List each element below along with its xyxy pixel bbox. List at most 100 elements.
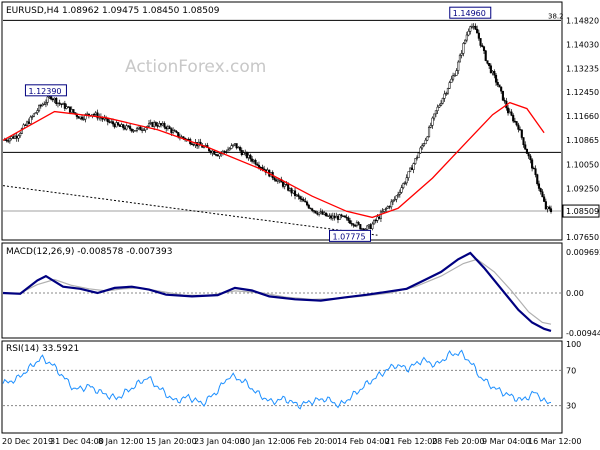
candle [541, 191, 544, 198]
candle [414, 158, 417, 164]
candle [309, 207, 312, 210]
candle [374, 219, 377, 222]
candle [522, 137, 525, 145]
candle [161, 123, 164, 126]
candle [469, 26, 472, 32]
candle [244, 152, 247, 154]
candle [297, 194, 300, 197]
x-tick-label: 8 Jan 12:00 [98, 437, 144, 446]
candle [173, 130, 176, 132]
candle [232, 144, 235, 147]
candle [261, 167, 264, 170]
candle [462, 43, 465, 54]
candle [424, 139, 427, 145]
candle [450, 78, 453, 83]
x-tick-label: 14 Feb 04:00 [337, 437, 389, 446]
candle [359, 224, 362, 230]
candle [287, 184, 290, 191]
x-tick-label: 31 Dec 04:00 [50, 437, 104, 446]
price-tag-box [562, 204, 600, 218]
rsi-line [2, 349, 552, 410]
candle [94, 112, 97, 115]
candle [130, 128, 133, 132]
x-tick-label: 16 Mar 12:00 [528, 437, 581, 446]
price-annotation-box [329, 229, 372, 242]
candle [458, 54, 462, 63]
candle [417, 152, 420, 158]
candle [31, 116, 34, 118]
macd-y-tick-label: 0.009692 [566, 248, 600, 257]
candle [20, 128, 23, 134]
candle [55, 98, 58, 104]
candle [515, 121, 518, 126]
candle [259, 166, 262, 169]
candle [192, 144, 195, 146]
candle [421, 145, 424, 149]
candle [60, 103, 63, 106]
candle [135, 128, 139, 131]
candle [348, 220, 352, 224]
price-panel [1, 1, 563, 241]
candle [369, 224, 372, 230]
candle [460, 53, 463, 56]
candle [316, 212, 319, 215]
candle [41, 104, 44, 106]
candle [285, 184, 288, 186]
candle [427, 127, 431, 138]
candle [452, 75, 455, 80]
candle [263, 168, 266, 170]
macd-signal-line [3, 258, 552, 325]
candle [165, 126, 168, 130]
candle [26, 121, 29, 126]
moving-average-line [2, 101, 545, 219]
candle [519, 129, 522, 131]
candle [51, 98, 54, 101]
candle [56, 102, 60, 104]
candle [501, 90, 504, 101]
candle [491, 71, 494, 74]
candle [96, 112, 99, 119]
candle [39, 105, 42, 107]
candle [443, 93, 446, 99]
candle [153, 122, 156, 127]
candle [410, 167, 413, 170]
candle [453, 75, 456, 77]
candle [484, 50, 487, 61]
candle [331, 215, 334, 219]
candle [493, 71, 496, 76]
candle [239, 147, 242, 151]
candle [214, 154, 218, 156]
candle [465, 34, 468, 41]
candle [230, 145, 233, 149]
y-tick-label: 1.11660 [566, 112, 599, 121]
price-annotation: 1.14960 [453, 9, 486, 18]
candle [245, 152, 248, 158]
candle [415, 157, 419, 159]
candle [110, 121, 113, 123]
candle [342, 215, 345, 217]
candle [213, 150, 216, 155]
watermark: ActionForex.com [125, 57, 266, 77]
candle [321, 211, 324, 215]
candle [101, 117, 104, 120]
candle [319, 211, 322, 214]
candle [103, 117, 106, 120]
candle [168, 126, 171, 129]
candle [326, 215, 329, 217]
candle [548, 206, 551, 209]
macd-y-tick-label: -0.009449 [566, 329, 600, 338]
candle [70, 109, 73, 113]
candle [237, 147, 240, 149]
candle [134, 130, 137, 132]
candle [67, 106, 70, 108]
candle [240, 150, 243, 155]
candle [190, 143, 194, 145]
candle [400, 187, 403, 193]
candle [137, 126, 140, 129]
candle [149, 122, 152, 124]
candle [46, 96, 49, 103]
candle [472, 25, 475, 28]
price-annotation: 1.12390 [28, 87, 61, 96]
candle [299, 196, 302, 200]
